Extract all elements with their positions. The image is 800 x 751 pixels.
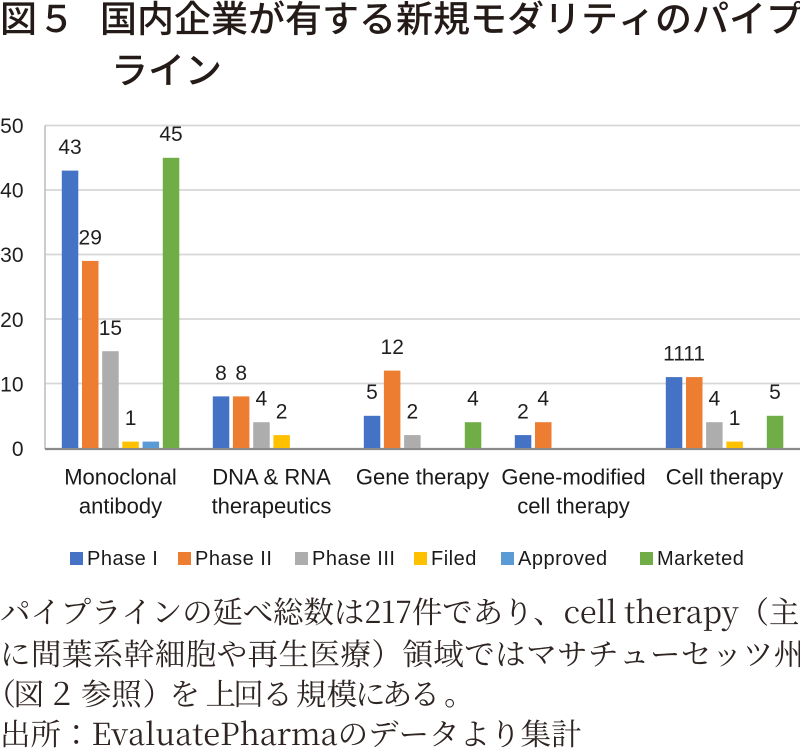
svg-text:2: 2 [407,401,419,424]
svg-text:20: 20 [0,309,23,332]
svg-text:50: 50 [0,115,23,138]
svg-text:2: 2 [276,401,288,424]
svg-text:40: 40 [0,180,23,203]
svg-text:Marketed: Marketed [657,548,744,570]
svg-text:5: 5 [366,381,378,404]
svg-text:4: 4 [256,388,268,411]
svg-text:5: 5 [769,381,781,404]
svg-text:cell therapy: cell therapy [517,494,630,519]
svg-text:10: 10 [0,373,23,396]
svg-text:Monoclonal: Monoclonal [64,465,177,490]
svg-text:8: 8 [235,362,247,385]
svg-text:Cell therapy: Cell therapy [666,465,783,490]
svg-text:0: 0 [12,438,24,461]
svg-text:8: 8 [215,362,227,385]
svg-text:Approved: Approved [518,548,608,570]
svg-text:43: 43 [58,136,81,159]
svg-text:4: 4 [467,388,479,411]
svg-text:antibody: antibody [79,494,162,519]
svg-text:11: 11 [683,343,705,366]
svg-text:Gene therapy: Gene therapy [356,465,489,490]
svg-text:12: 12 [381,336,404,359]
svg-text:therapeutics: therapeutics [212,494,332,519]
svg-text:2: 2 [517,401,529,424]
svg-text:15: 15 [99,317,122,340]
svg-text:1: 1 [125,407,137,430]
svg-text:11: 11 [663,343,685,366]
svg-text:1: 1 [729,407,741,430]
svg-text:Phase I: Phase I [87,548,158,570]
svg-text:DNA & RNA: DNA & RNA [212,465,331,490]
svg-text:4: 4 [709,388,721,411]
svg-text:Phase III: Phase III [312,548,395,570]
svg-text:29: 29 [79,226,102,249]
svg-text:Filed: Filed [431,548,477,570]
svg-text:45: 45 [159,123,182,146]
svg-text:Phase II: Phase II [195,548,272,570]
svg-text:4: 4 [537,388,549,411]
svg-text:30: 30 [0,244,23,267]
svg-text:Gene-modified: Gene-modified [501,465,645,490]
